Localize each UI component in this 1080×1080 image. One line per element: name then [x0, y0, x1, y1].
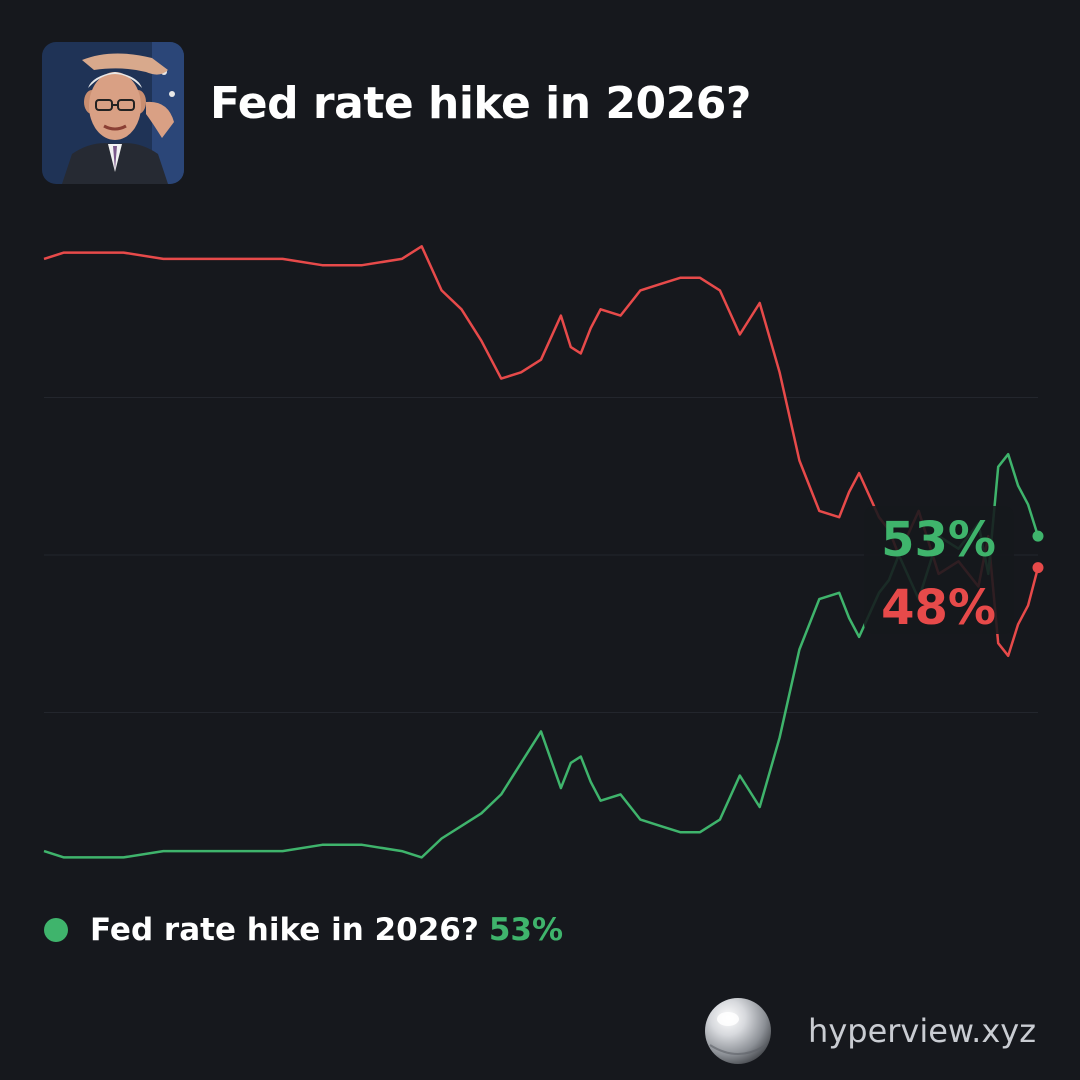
legend-value: 53%: [488, 912, 564, 948]
end-label-backdrop: [864, 506, 1014, 634]
page-title: Fed rate hike in 2026?: [210, 78, 751, 129]
legend-label: Fed rate hike in 2026?: [90, 912, 479, 948]
series-endpoint-no: [1032, 562, 1044, 574]
legend: Fed rate hike in 2026? 53%: [42, 908, 563, 952]
legend-yes-dot-icon: [44, 918, 68, 942]
fed-chair-portrait-icon: [42, 42, 184, 184]
metallic-sphere-logo-icon: [705, 998, 772, 1064]
end-label-yes: 53%: [881, 512, 996, 568]
end-label-no: 48%: [881, 580, 996, 636]
brand-url[interactable]: hyperview.xyz: [808, 1012, 1036, 1050]
end-value-labels: 53%48%: [864, 506, 1014, 636]
brand[interactable]: hyperview.xyz: [702, 996, 1036, 1066]
series-endpoint-yes: [1032, 530, 1044, 542]
market-avatar: [42, 42, 184, 184]
